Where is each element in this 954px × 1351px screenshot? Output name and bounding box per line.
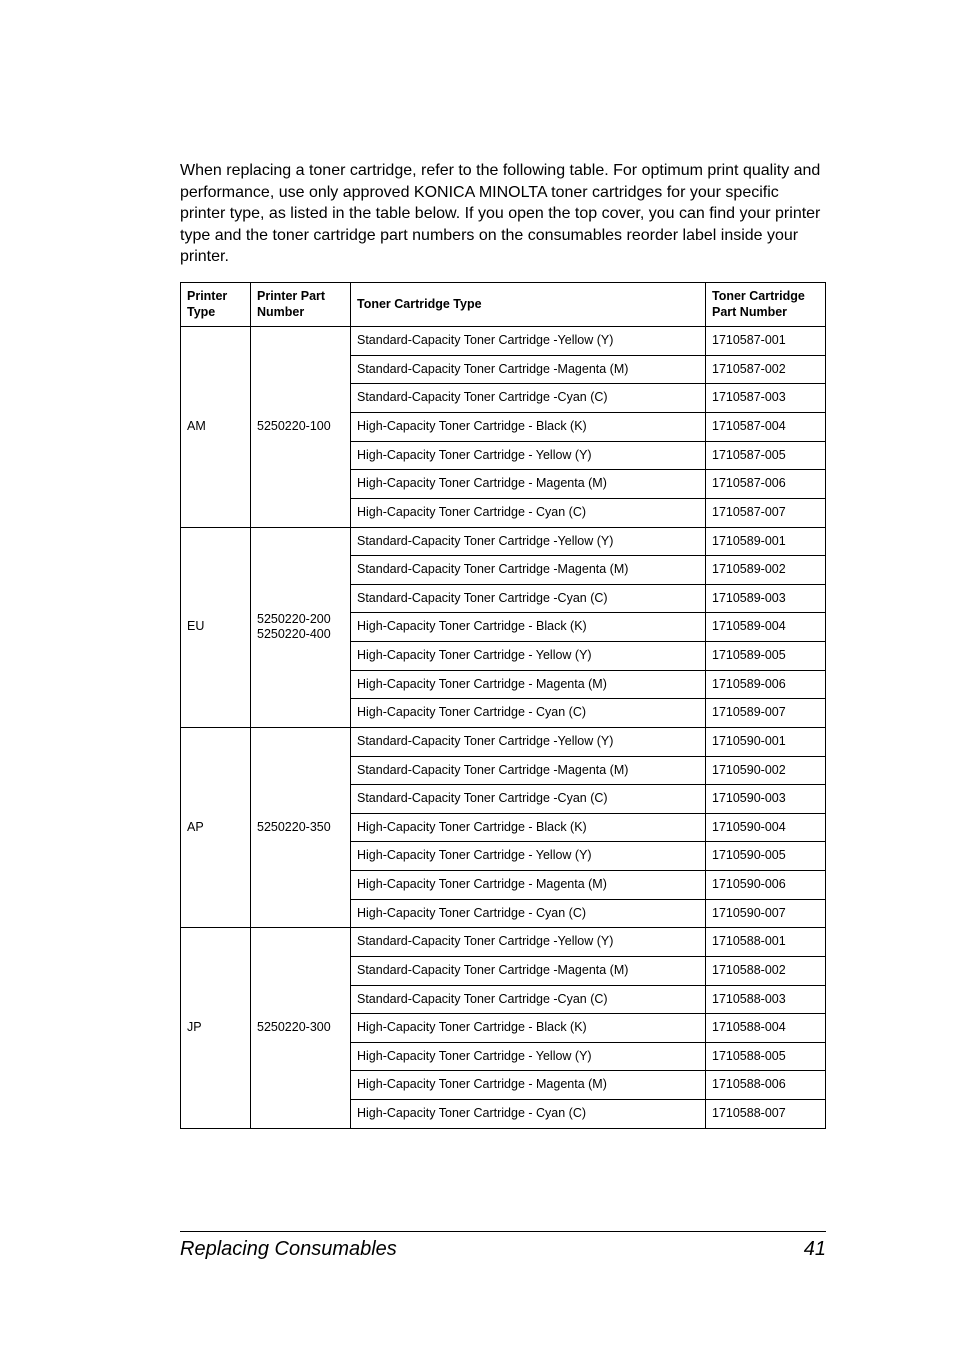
cell-cartridge-number: 1710587-003 xyxy=(706,384,826,413)
col-printer-part: Printer Part Number xyxy=(251,282,351,326)
footer-section-title: Replacing Consumables xyxy=(180,1238,397,1261)
cell-printer-part: 5250220-100 xyxy=(251,327,351,527)
cell-cartridge-type: Standard-Capacity Toner Cartridge -Cyan … xyxy=(351,384,706,413)
cell-cartridge-type: Standard-Capacity Toner Cartridge -Yello… xyxy=(351,527,706,556)
cell-printer-type: AP xyxy=(181,727,251,927)
cell-printer-part: 5250220-300 xyxy=(251,928,351,1128)
table-row: JP5250220-300Standard-Capacity Toner Car… xyxy=(181,928,826,957)
cell-printer-part: 5250220-350 xyxy=(251,727,351,927)
cell-cartridge-number: 1710587-002 xyxy=(706,355,826,384)
cell-cartridge-type: Standard-Capacity Toner Cartridge -Cyan … xyxy=(351,985,706,1014)
page-footer: Replacing Consumables 41 xyxy=(180,1231,826,1261)
cell-cartridge-number: 1710589-003 xyxy=(706,584,826,613)
cell-cartridge-number: 1710589-007 xyxy=(706,699,826,728)
cell-cartridge-type: High-Capacity Toner Cartridge - Magenta … xyxy=(351,871,706,900)
cell-cartridge-type: High-Capacity Toner Cartridge - Black (K… xyxy=(351,413,706,442)
cell-cartridge-type: High-Capacity Toner Cartridge - Cyan (C) xyxy=(351,1100,706,1129)
table-row: AP5250220-350Standard-Capacity Toner Car… xyxy=(181,727,826,756)
cell-cartridge-number: 1710589-002 xyxy=(706,556,826,585)
cell-cartridge-type: High-Capacity Toner Cartridge - Yellow (… xyxy=(351,441,706,470)
cell-cartridge-type: High-Capacity Toner Cartridge - Black (K… xyxy=(351,1014,706,1043)
cell-cartridge-type: Standard-Capacity Toner Cartridge -Cyan … xyxy=(351,584,706,613)
cell-cartridge-number: 1710590-007 xyxy=(706,899,826,928)
cell-cartridge-type: Standard-Capacity Toner Cartridge -Cyan … xyxy=(351,785,706,814)
cell-printer-type: EU xyxy=(181,527,251,727)
cell-cartridge-number: 1710587-004 xyxy=(706,413,826,442)
cell-cartridge-number: 1710590-003 xyxy=(706,785,826,814)
cell-cartridge-number: 1710588-004 xyxy=(706,1014,826,1043)
cell-cartridge-type: Standard-Capacity Toner Cartridge -Yello… xyxy=(351,327,706,356)
cell-printer-type: AM xyxy=(181,327,251,527)
cell-cartridge-type: High-Capacity Toner Cartridge - Cyan (C) xyxy=(351,699,706,728)
cell-cartridge-type: Standard-Capacity Toner Cartridge -Magen… xyxy=(351,355,706,384)
cartridge-table: Printer Type Printer Part Number Toner C… xyxy=(180,282,826,1129)
cell-cartridge-type: High-Capacity Toner Cartridge - Magenta … xyxy=(351,470,706,499)
table-row: AM5250220-100Standard-Capacity Toner Car… xyxy=(181,327,826,356)
cell-cartridge-number: 1710587-006 xyxy=(706,470,826,499)
cell-cartridge-number: 1710590-005 xyxy=(706,842,826,871)
col-cartridge-type: Toner Cartridge Type xyxy=(351,282,706,326)
cell-cartridge-type: High-Capacity Toner Cartridge - Black (K… xyxy=(351,613,706,642)
cell-cartridge-type: High-Capacity Toner Cartridge - Magenta … xyxy=(351,670,706,699)
cell-cartridge-number: 1710590-002 xyxy=(706,756,826,785)
cell-cartridge-number: 1710589-006 xyxy=(706,670,826,699)
cell-cartridge-type: Standard-Capacity Toner Cartridge -Magen… xyxy=(351,556,706,585)
intro-paragraph: When replacing a toner cartridge, refer … xyxy=(180,160,826,268)
cell-cartridge-number: 1710587-005 xyxy=(706,441,826,470)
cell-cartridge-number: 1710588-006 xyxy=(706,1071,826,1100)
cell-cartridge-number: 1710590-006 xyxy=(706,871,826,900)
cell-cartridge-type: Standard-Capacity Toner Cartridge -Magen… xyxy=(351,956,706,985)
cell-cartridge-type: High-Capacity Toner Cartridge - Cyan (C) xyxy=(351,899,706,928)
cell-cartridge-number: 1710588-003 xyxy=(706,985,826,1014)
table-row: EU5250220-200 5250220-400Standard-Capaci… xyxy=(181,527,826,556)
cell-cartridge-type: High-Capacity Toner Cartridge - Yellow (… xyxy=(351,842,706,871)
cell-cartridge-number: 1710588-007 xyxy=(706,1100,826,1129)
cell-cartridge-number: 1710590-004 xyxy=(706,813,826,842)
cell-cartridge-number: 1710589-001 xyxy=(706,527,826,556)
cell-printer-part: 5250220-200 5250220-400 xyxy=(251,527,351,727)
cell-cartridge-number: 1710588-001 xyxy=(706,928,826,957)
cell-cartridge-type: Standard-Capacity Toner Cartridge -Yello… xyxy=(351,727,706,756)
table-header-row: Printer Type Printer Part Number Toner C… xyxy=(181,282,826,326)
cell-cartridge-number: 1710588-005 xyxy=(706,1042,826,1071)
cell-cartridge-type: Standard-Capacity Toner Cartridge -Magen… xyxy=(351,756,706,785)
cell-cartridge-type: High-Capacity Toner Cartridge - Black (K… xyxy=(351,813,706,842)
cell-cartridge-type: Standard-Capacity Toner Cartridge -Yello… xyxy=(351,928,706,957)
cell-cartridge-type: High-Capacity Toner Cartridge - Yellow (… xyxy=(351,1042,706,1071)
footer-page-number: 41 xyxy=(804,1238,826,1261)
cell-cartridge-number: 1710587-007 xyxy=(706,498,826,527)
cell-cartridge-type: High-Capacity Toner Cartridge - Magenta … xyxy=(351,1071,706,1100)
cell-cartridge-type: High-Capacity Toner Cartridge - Cyan (C) xyxy=(351,498,706,527)
cell-cartridge-number: 1710588-002 xyxy=(706,956,826,985)
col-cartridge-number: Toner Cartridge Part Number xyxy=(706,282,826,326)
cell-cartridge-type: High-Capacity Toner Cartridge - Yellow (… xyxy=(351,642,706,671)
cell-cartridge-number: 1710587-001 xyxy=(706,327,826,356)
cell-cartridge-number: 1710589-004 xyxy=(706,613,826,642)
col-printer-type: Printer Type xyxy=(181,282,251,326)
cell-cartridge-number: 1710590-001 xyxy=(706,727,826,756)
cell-printer-type: JP xyxy=(181,928,251,1128)
cell-cartridge-number: 1710589-005 xyxy=(706,642,826,671)
